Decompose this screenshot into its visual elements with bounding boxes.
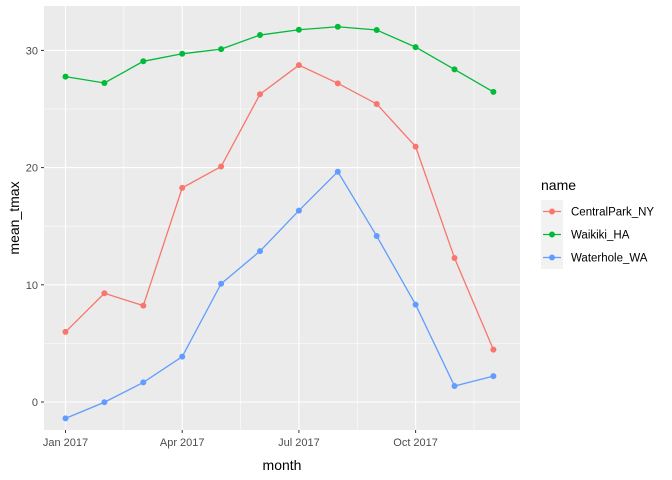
data-point-centralpark-ny	[373, 100, 380, 107]
data-point-centralpark-ny	[101, 290, 108, 297]
x-axis-title: month	[263, 457, 302, 473]
data-point-centralpark-ny	[140, 302, 147, 309]
data-point-centralpark-ny	[334, 80, 341, 87]
y-axis-title: mean_tmax	[6, 181, 22, 254]
legend-key-point-centralpark-ny	[549, 208, 555, 215]
legend-label-centralpark-ny: CentralPark_NY	[571, 207, 654, 219]
data-point-centralpark-ny	[257, 91, 263, 98]
data-point-waikiki-ha	[179, 50, 186, 57]
data-point-waterhole-wa	[412, 301, 419, 308]
data-point-waterhole-wa	[334, 168, 341, 175]
y-tick-label: 0	[32, 397, 38, 409]
x-axis: Jan 2017 Apr 2017 Jul 2017 Oct 2017	[43, 430, 438, 449]
data-point-centralpark-ny	[451, 254, 458, 261]
legend-title: name	[541, 177, 576, 193]
data-point-centralpark-ny	[412, 143, 419, 150]
series-line-waterhole-wa	[65, 170, 494, 420]
legend-key-point-waikiki-ha	[549, 231, 555, 238]
series-layer	[62, 23, 497, 422]
panel-background	[44, 6, 520, 430]
data-point-waterhole-wa	[257, 248, 263, 255]
data-point-waterhole-wa	[295, 207, 302, 214]
y-tick-label: 30	[26, 45, 38, 57]
data-point-waikiki-ha	[373, 27, 380, 34]
data-point-waikiki-ha	[412, 44, 419, 51]
x-tick-label: Jan 2017	[43, 437, 88, 449]
legend-key-point-waterhole-wa	[549, 254, 555, 261]
data-point-waterhole-wa	[140, 379, 147, 386]
x-tick-label: Apr 2017	[160, 437, 205, 449]
data-point-waikiki-ha	[218, 46, 225, 53]
data-point-waikiki-ha	[295, 26, 302, 33]
data-point-waikiki-ha	[101, 79, 108, 86]
data-point-waikiki-ha	[257, 32, 263, 39]
data-point-waterhole-wa	[373, 233, 380, 240]
data-point-waterhole-wa	[490, 373, 497, 380]
data-point-waikiki-ha	[451, 66, 458, 73]
legend: name CentralPark_NY Waikiki_HA Waterhole_W…	[541, 177, 654, 269]
data-point-waikiki-ha	[140, 58, 147, 65]
y-tick-label: 10	[26, 280, 38, 292]
data-point-waterhole-wa	[179, 353, 186, 360]
legend-label-waikiki-ha: Waikiki_HA	[571, 230, 630, 242]
data-point-waikiki-ha	[490, 88, 497, 95]
y-tick-label: 20	[26, 163, 38, 175]
data-point-waterhole-wa	[451, 383, 458, 390]
series-line-centralpark-ny	[65, 64, 494, 350]
data-point-waikiki-ha	[334, 23, 341, 30]
minor-gridlines	[44, 6, 520, 461]
data-point-centralpark-ny	[218, 163, 225, 170]
data-point-centralpark-ny	[179, 184, 186, 191]
data-point-waterhole-wa	[62, 415, 69, 422]
data-point-centralpark-ny	[295, 62, 302, 69]
data-point-centralpark-ny	[62, 328, 69, 335]
x-tick-label: Oct 2017	[393, 437, 438, 449]
data-point-waikiki-ha	[62, 73, 69, 80]
series-line-waikiki-ha	[65, 26, 494, 93]
data-point-waterhole-wa	[218, 280, 225, 287]
y-axis: 0 10 20 30	[26, 45, 44, 409]
data-point-waterhole-wa	[101, 399, 108, 406]
data-point-centralpark-ny	[490, 346, 497, 353]
legend-label-waterhole-wa: Waterhole_WA	[571, 253, 648, 265]
x-tick-label: Jul 2017	[278, 437, 320, 449]
